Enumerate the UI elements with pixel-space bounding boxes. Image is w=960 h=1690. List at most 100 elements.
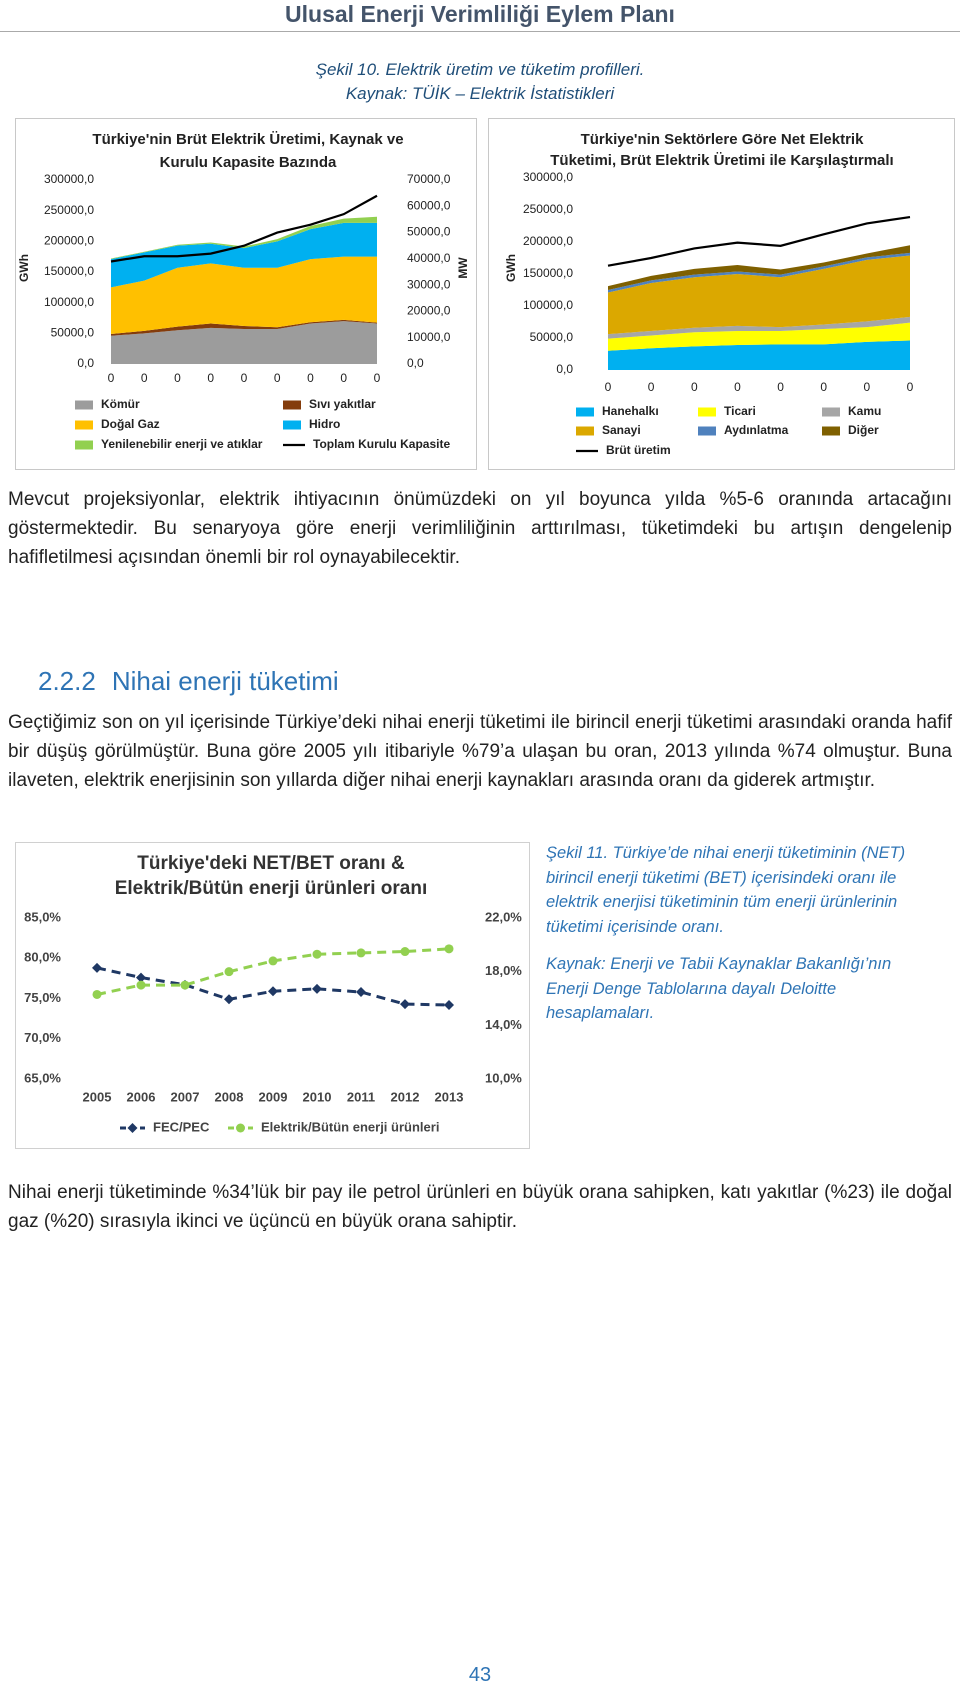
x-tick-label: 0 xyxy=(648,380,655,394)
figure-source: Kaynak: Enerji ve Tabii Kaynaklar Bakanl… xyxy=(546,955,892,1022)
y-tick-label: 50000,0 xyxy=(51,326,95,340)
area xyxy=(608,252,910,293)
y-tick-label: 250000,0 xyxy=(44,203,94,217)
legend-swatch xyxy=(283,400,301,410)
y2-tick-label: 30000,0 xyxy=(407,277,451,291)
area xyxy=(111,216,377,260)
area xyxy=(608,255,910,335)
legend-label: Hidro xyxy=(309,417,340,431)
header-rule xyxy=(0,31,960,32)
chart-title: Türkiye'nin Brüt Elektrik Üretimi, Kayna… xyxy=(92,131,403,148)
marker xyxy=(356,987,366,998)
legend-swatch xyxy=(75,440,93,450)
marker xyxy=(92,962,102,973)
marker xyxy=(224,967,234,977)
x-tick-label: 0 xyxy=(734,380,741,394)
chart-title: Elektrik/Bütün enerji ürünleri oranı xyxy=(115,878,428,899)
y-tick-label: 65,0% xyxy=(24,1070,61,1085)
legend-swatch xyxy=(822,426,840,436)
marker xyxy=(400,999,410,1010)
y-tick-label: 250000,0 xyxy=(523,202,573,216)
marker xyxy=(268,986,278,997)
x-tick-label: 0 xyxy=(108,371,115,385)
area xyxy=(608,340,910,370)
marker xyxy=(312,983,322,994)
area xyxy=(608,316,910,339)
x-tick-label: 0 xyxy=(274,371,281,385)
chart-frame xyxy=(15,118,477,470)
legend-label: FEC/PEC xyxy=(153,1119,210,1134)
legend-swatch xyxy=(283,420,301,430)
y2-tick-label: 10,0% xyxy=(485,1070,522,1085)
legend-marker xyxy=(236,1123,245,1133)
x-tick-label: 0 xyxy=(174,371,181,385)
legend-swatch xyxy=(698,407,716,417)
legend-label: Doğal Gaz xyxy=(101,417,160,431)
x-tick-label: 0 xyxy=(374,371,381,385)
chart-title: Türkiye'deki NET/BET oranı & xyxy=(137,853,405,874)
section-heading: 2.2.2 Nihai enerji tüketimi xyxy=(38,664,339,698)
figure-source: Kaynak: TÜİK – Elektrik İstatistikleri xyxy=(345,84,615,103)
x-tick-label: 0 xyxy=(340,371,347,385)
y2-tick-label: 14,0% xyxy=(485,1017,522,1032)
x-tick-label: 0 xyxy=(241,371,248,385)
legend-swatch xyxy=(822,407,840,417)
chart-title: Türkiye'nin Sektörlere Göre Net Elektrik xyxy=(581,131,864,148)
x-tick-label: 0 xyxy=(207,371,214,385)
x-tick-label: 2008 xyxy=(215,1089,244,1104)
legend-swatch xyxy=(698,426,716,436)
y-tick-label: 100000,0 xyxy=(44,295,94,309)
legend-marker xyxy=(127,1123,138,1133)
x-tick-label: 2006 xyxy=(127,1089,156,1104)
legend-label: Ticari xyxy=(724,404,756,418)
y-tick-label: 200000,0 xyxy=(44,234,94,248)
y-tick-label: 150000,0 xyxy=(44,264,94,278)
y-tick-label: 0,0 xyxy=(77,356,94,370)
x-tick-label: 2005 xyxy=(83,1089,112,1104)
area xyxy=(111,256,377,334)
area xyxy=(111,321,377,364)
y2-tick-label: 22,0% xyxy=(485,909,522,924)
y-tick-label: 75,0% xyxy=(24,990,61,1005)
y-tick-label: 85,0% xyxy=(24,909,61,924)
legend-label: Kömür xyxy=(101,397,140,411)
legend-label: Brüt üretim xyxy=(606,443,671,457)
legend-label: Kamu xyxy=(848,404,881,418)
line xyxy=(607,215,911,267)
legend-label: Yenilenebilir enerji ve atıklar xyxy=(101,437,263,451)
x-tick-label: 2011 xyxy=(347,1089,375,1104)
x-tick-label: 0 xyxy=(907,380,914,394)
y2-tick-label: 0,0 xyxy=(407,356,424,370)
y-tick-label: 80,0% xyxy=(24,950,61,965)
marker xyxy=(136,980,146,990)
marker xyxy=(180,980,190,990)
y2-tick-label: 40000,0 xyxy=(407,251,451,265)
x-tick-label: 0 xyxy=(141,371,148,385)
paragraph: Nihai enerji tüketiminde %34’lük bir pay… xyxy=(8,1182,952,1232)
legend-swatch xyxy=(75,420,93,430)
marker xyxy=(356,948,366,958)
marker xyxy=(224,994,234,1005)
y-axis-label: GWh xyxy=(17,254,31,282)
x-tick-label: 0 xyxy=(864,380,871,394)
y2-axis-label: MW xyxy=(456,257,470,279)
paragraph: Geçtiğimiz son on yıl içerisinde Türkiye… xyxy=(8,712,952,791)
legend-swatch xyxy=(576,426,594,436)
chart: Türkiye'deki NET/BET oranı & Elektrik/Büt… xyxy=(15,842,530,1149)
marker xyxy=(400,947,410,957)
y-axis-label: GWh xyxy=(504,254,518,282)
marker xyxy=(444,999,454,1010)
marker xyxy=(136,972,146,983)
legend-label: Toplam Kurulu Kapasite xyxy=(313,437,450,451)
y-tick-label: 150000,0 xyxy=(523,266,573,280)
chart-title: Kurulu Kapasite Bazında xyxy=(160,154,337,171)
y2-tick-label: 20000,0 xyxy=(407,304,451,318)
chart: Türkiye'nin Brüt Elektrik Üretimi, Kayna… xyxy=(15,118,477,470)
area xyxy=(111,222,377,288)
page-number: 43 xyxy=(468,1664,492,1686)
y-tick-label: 70,0% xyxy=(24,1030,61,1045)
chart: Türkiye'nin Sektörlere Göre Net Elektrik… xyxy=(488,118,955,470)
x-tick-label: 0 xyxy=(820,380,827,394)
area xyxy=(608,245,910,290)
